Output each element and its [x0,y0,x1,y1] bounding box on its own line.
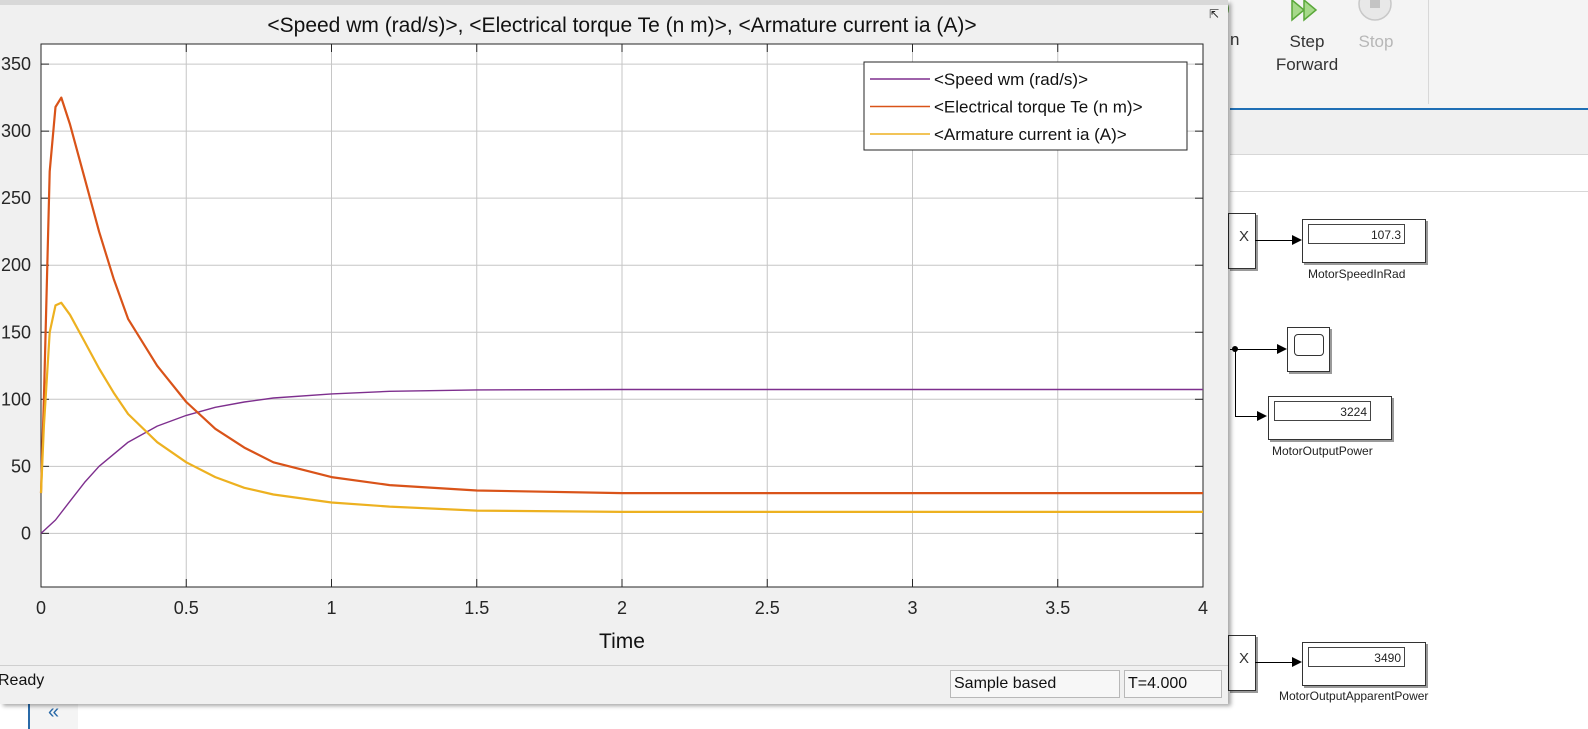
signal-line[interactable] [1255,662,1295,663]
y-tick-label: 300 [1,121,31,141]
mux-block[interactable]: X [1228,635,1256,691]
branch-point [1232,346,1238,352]
y-tick-label: 0 [21,523,31,543]
signal-arrow [1277,344,1287,354]
status-sample-mode: Sample based [950,670,1120,698]
undock-icon[interactable]: ⇱ [1208,7,1220,21]
mux-label: X [1239,228,1250,245]
x-tick-label: 3.5 [1045,598,1070,618]
step-forward-icon[interactable] [1288,0,1328,24]
signal-line[interactable] [1255,240,1295,241]
step-forward-label-line2: Forward [1275,55,1339,74]
x-tick-label: 0 [36,598,46,618]
signal-line[interactable] [1235,416,1261,417]
y-tick-label: 150 [1,322,31,342]
status-sim-time: T=4.000 [1124,670,1222,698]
y-tick-label: 350 [1,54,31,74]
series-line-2[interactable] [39,96,1203,495]
series-line-1[interactable] [40,388,1203,534]
display-block-apparent-power[interactable]: 3490 [1302,642,1426,686]
signal-arrow [1257,411,1267,421]
status-text: Ready [0,672,45,689]
x-tick-label: 0.5 [174,598,199,618]
scope-block-screen [1294,334,1324,356]
display-label[interactable]: MotorOutputPower [1272,444,1373,458]
x-tick-label: 1 [326,598,336,618]
toolstrip-separator [1428,0,1429,104]
signal-line[interactable] [1230,349,1285,350]
x-axis-label: Time [599,630,645,653]
legend-label-1: <Speed wm (rad/s)> [934,70,1088,89]
stop-label: Stop [1358,32,1394,51]
legend-label-2: <Electrical torque Te (n m)> [934,98,1143,117]
display-label[interactable]: MotorOutputApparentPower [1279,689,1429,703]
scope-plot[interactable]: 0 0.5 1 1.5 2 2.5 3 3.5 4 0 50 100 150 200 250 300 350 <S… [0,0,1228,665]
run-button-label[interactable]: n [1230,30,1240,49]
status-bar: Ready Sample based T=4.000 [0,665,1228,704]
signal-arrow [1292,657,1302,667]
mux-label: X [1239,650,1250,667]
mux-block[interactable]: X [1228,213,1256,269]
display-value: 3490 [1308,647,1405,667]
display-value: 3224 [1274,401,1371,421]
collapse-panel-button[interactable]: « [28,702,78,729]
x-tick-label: 1.5 [464,598,489,618]
model-breadcrumb-bar [1230,155,1588,192]
scope-window: 0 0.5 1 1.5 2 2.5 3 3.5 4 0 50 100 150 200 250 300 350 <S… [0,0,1228,704]
y-tick-label: 250 [1,188,31,208]
stop-button: Stop [1348,30,1404,53]
display-block-speed[interactable]: 107.3 [1302,219,1426,263]
chart-title: <Speed wm (rad/s)>, <Electrical torque T… [267,14,976,37]
display-block-power[interactable]: 3224 [1268,396,1392,440]
x-tick-label: 2.5 [755,598,780,618]
toolstrip [1221,0,1588,111]
y-tick-label: 50 [11,456,31,476]
y-tick-label: 200 [1,255,31,275]
signal-arrow [1292,235,1302,245]
tab-strip [1230,110,1588,155]
x-tick-label: 2 [617,598,627,618]
scope-block[interactable] [1287,327,1330,372]
legend-label-3: <Armature current ia (A)> [934,125,1127,144]
x-tick-label: 4 [1198,598,1208,618]
display-value: 107.3 [1308,224,1405,244]
step-forward-label-line1: Step [1289,32,1325,51]
signal-line[interactable] [1235,350,1236,417]
scope-window-titlebar [0,0,1228,5]
y-tick-label: 100 [1,389,31,409]
series-line-3[interactable] [39,301,1203,513]
display-label[interactable]: MotorSpeedInRad [1308,267,1406,281]
x-tick-label: 3 [907,598,917,618]
stop-icon [1358,0,1392,21]
step-forward-button[interactable]: Step Forward [1262,30,1352,76]
